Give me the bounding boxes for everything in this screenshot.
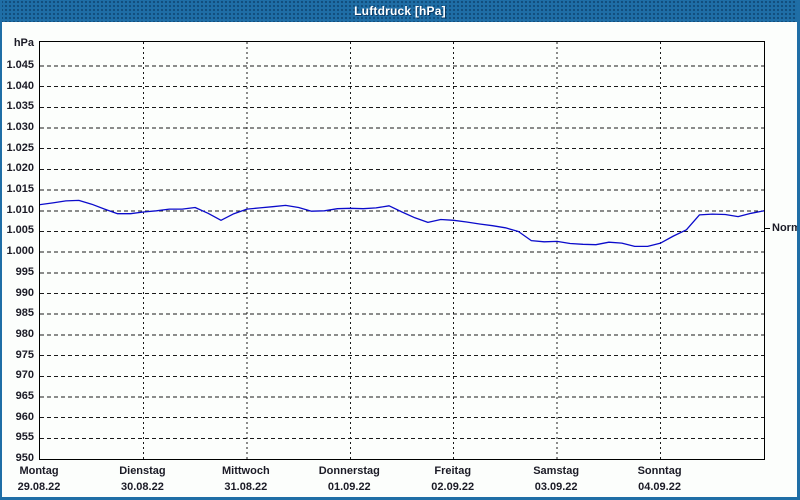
- y-tick-label: 995: [15, 265, 34, 278]
- x-day-name-label: Mittwoch: [222, 465, 270, 477]
- y-tick-label: 965: [15, 389, 34, 402]
- y-tick-label: 1.025: [6, 141, 34, 154]
- y-tick-label: 1.000: [6, 245, 34, 258]
- x-day-name-label: Dienstag: [119, 465, 166, 477]
- y-tick-label: 970: [15, 369, 34, 382]
- chart-titlebar: Luftdruck [hPa]: [0, 0, 800, 22]
- window-border-bottom: [0, 497, 800, 500]
- x-day-name-label: Montag: [19, 465, 59, 477]
- x-day-date-label: 03.09.22: [534, 481, 578, 493]
- y-tick-label: 1.045: [6, 59, 34, 71]
- window-border-right: [797, 0, 800, 500]
- plot-area: [39, 41, 765, 460]
- x-day-name-label: Sonntag: [637, 465, 682, 477]
- x-day-date-label: 30.08.22: [121, 481, 164, 493]
- y-tick-label: 1.015: [6, 183, 34, 196]
- y-tick-label: 1.030: [6, 121, 34, 134]
- y-tick-label: 1.040: [6, 79, 34, 92]
- normal-tick-mark: [765, 228, 770, 229]
- x-day-date-label: 01.09.22: [327, 481, 371, 493]
- x-day-name-label: Freitag: [434, 465, 472, 477]
- y-tick-label: 1.010: [6, 203, 34, 216]
- y-tick-label: 990: [15, 286, 34, 299]
- x-day-name-label: Donnerstag: [318, 465, 380, 477]
- pressure-line-chart: [40, 42, 764, 459]
- y-tick-label: 960: [15, 410, 34, 423]
- y-axis-unit-label: hPa: [13, 37, 34, 49]
- x-day-date-label: 31.08.22: [224, 481, 268, 493]
- y-tick-label: 950: [15, 452, 34, 464]
- x-day-date-label: 02.09.22: [431, 481, 475, 493]
- normal-label: Normal: [772, 222, 800, 234]
- x-day-date-label: 29.08.22: [17, 481, 61, 493]
- x-day-name-label: Samstag: [533, 465, 580, 477]
- chart-title: Luftdruck [hPa]: [354, 4, 446, 18]
- y-tick-label: 955: [15, 431, 34, 444]
- y-tick-label: 1.020: [6, 162, 34, 175]
- window-border-left: [0, 0, 2, 500]
- y-tick-label: 1.035: [6, 100, 34, 113]
- y-tick-label: 1.005: [6, 224, 34, 237]
- y-tick-label: 985: [15, 307, 34, 320]
- y-tick-label: 975: [15, 348, 34, 361]
- x-day-date-label: 04.09.22: [638, 481, 681, 493]
- y-tick-label: 980: [15, 327, 34, 340]
